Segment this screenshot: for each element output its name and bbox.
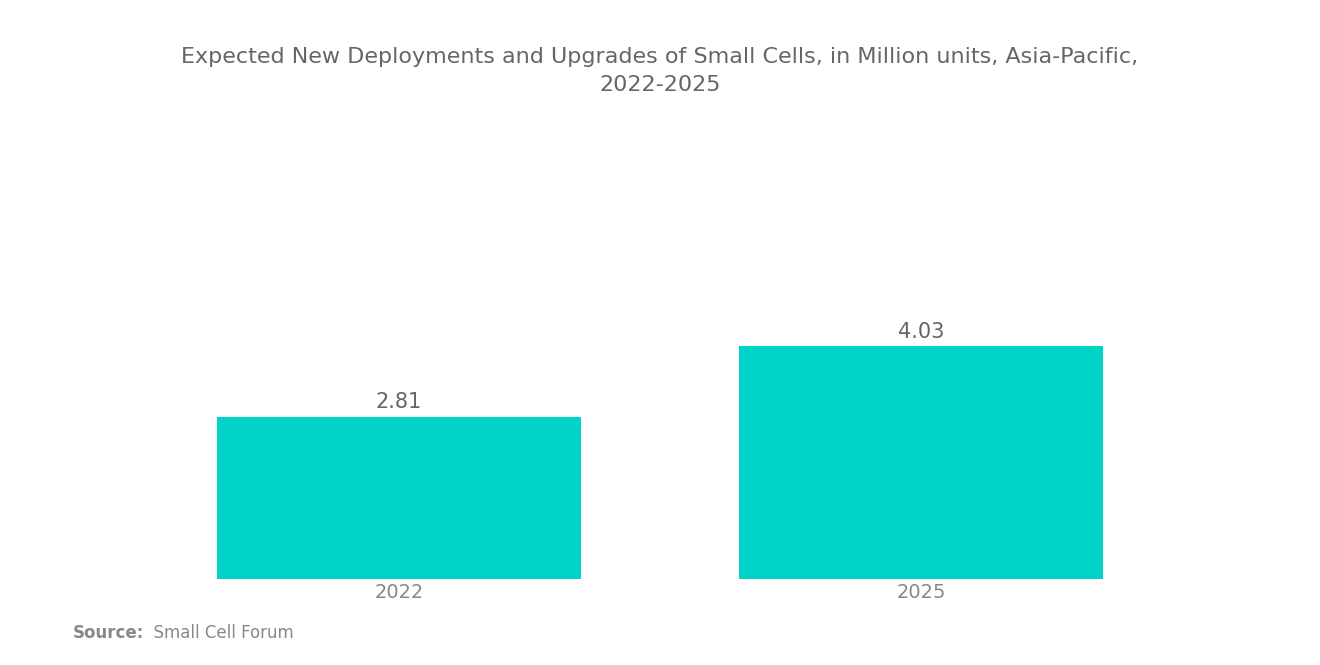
Text: 2.81: 2.81 [376, 392, 422, 412]
Bar [739, 346, 1102, 579]
Text: Small Cell Forum: Small Cell Forum [143, 624, 293, 642]
Text: Expected New Deployments and Upgrades of Small Cells, in Million units, Asia-Pac: Expected New Deployments and Upgrades of… [181, 47, 1139, 94]
Text: Source:: Source: [73, 624, 144, 642]
Text: 4.03: 4.03 [898, 322, 944, 342]
Bar [218, 416, 581, 579]
